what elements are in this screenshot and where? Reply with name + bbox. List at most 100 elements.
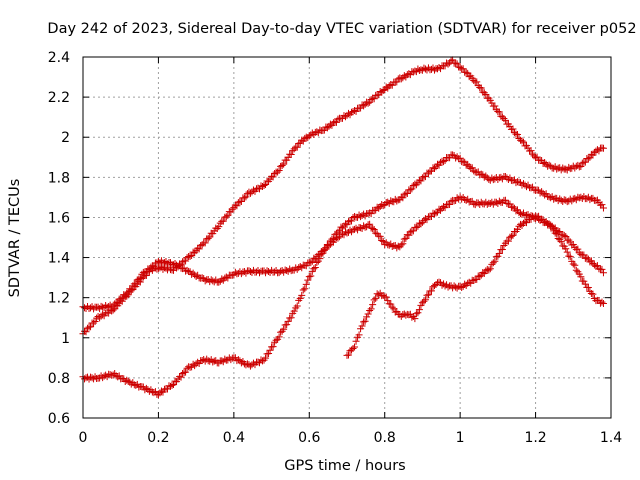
data-point [337,223,345,231]
data-point [293,302,301,310]
data-point [171,259,179,267]
data-point [406,228,414,236]
data-point [565,236,573,244]
data-point [222,213,230,221]
data-point [580,277,588,285]
data-point [566,253,574,261]
data-point [269,173,277,181]
data-point [599,269,607,277]
data-point [507,232,515,240]
data-point [418,174,426,182]
data-point [370,225,378,233]
data-point [580,251,588,259]
data-point [117,295,125,303]
data-point [571,261,579,269]
data-point [114,299,122,307]
data-point [379,86,387,94]
data-point [348,346,356,354]
data-point [133,276,141,284]
data-point [120,291,128,299]
data-point [249,186,257,194]
data-point [485,266,493,274]
data-point [400,191,408,199]
data-point [82,328,90,336]
x-tick-labels: 0 0.2 0.4 0.6 0.8 1 1.2 1.4 [79,430,623,446]
data-point [348,217,356,225]
data-point [352,224,360,232]
data-point [449,151,457,159]
data-point [81,304,89,312]
data-point [435,64,443,72]
data-point [598,201,606,209]
data-point [397,75,405,83]
data-point [262,181,270,189]
data-point [527,147,535,155]
data-point [415,219,423,227]
data-point [132,280,140,288]
data-point [559,164,567,172]
data-point [360,102,368,110]
data-point [96,314,104,322]
data-point [596,201,604,209]
data-point [298,136,306,144]
data-point [183,364,191,372]
data-point [461,280,469,288]
data-point [470,277,478,285]
data-point [99,310,107,318]
data-point [565,163,573,171]
data-point [598,265,606,273]
data-point [468,164,476,172]
data-point [186,363,194,371]
data-point [415,306,423,314]
data-point [87,304,95,312]
data-point [539,216,547,224]
data-point [154,258,162,266]
data-point [581,254,589,262]
y-tick-label: 0.6 [48,411,70,427]
data-point [364,310,372,318]
data-point [198,274,206,282]
data-point [227,356,235,364]
data-point [369,301,377,309]
data-point [168,381,176,389]
data-point [512,207,520,215]
data-point [476,273,484,281]
data-point [183,254,191,262]
data-point [411,180,419,188]
data-point [316,255,324,263]
data-point [305,273,313,281]
data-point [237,359,245,367]
data-point [375,204,383,212]
data-point [412,310,420,318]
data-point [209,358,217,366]
data-point [406,186,414,194]
data-point [581,280,589,288]
data-point [393,78,401,86]
data-point [440,158,448,166]
data-point [218,275,226,283]
data-point [360,318,368,326]
data-point [477,170,485,178]
data-point [553,230,561,238]
x-tick-label: 0.8 [374,430,396,446]
data-point [290,145,298,153]
data-point [520,180,528,188]
data-point [287,267,295,275]
data-point [370,95,378,103]
data-point [427,65,435,73]
data-point [533,153,541,161]
data-point [424,291,432,299]
data-point [209,277,217,285]
data-point [325,241,333,249]
data-point [219,217,227,225]
chart-title: Day 242 of 2023, Sidereal Day-to-day VTE… [47,21,636,37]
data-point [210,357,218,365]
data-point [352,107,360,115]
x-tick-label: 0 [79,430,88,446]
y-tick-label: 0.8 [48,371,70,387]
data-point [127,380,135,388]
data-point [411,315,419,323]
data-point [90,305,98,313]
data-point [206,233,214,241]
